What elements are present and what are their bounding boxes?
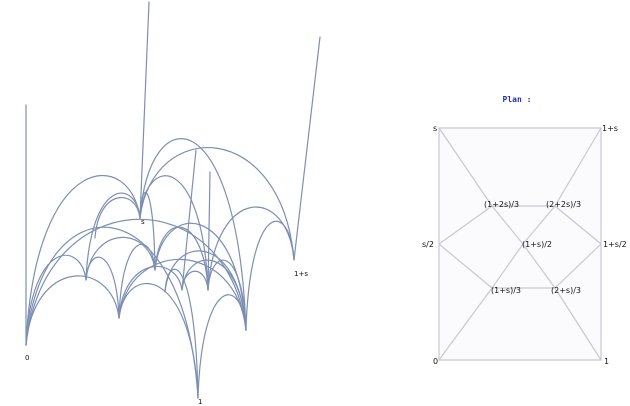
plan-label-1-plus-2s-third: (1+2s)/3 [484, 200, 519, 209]
arch-curve [25, 175, 141, 346]
plan-label-2-plus-2s-third: (2+2s)/3 [546, 200, 581, 209]
plan-label-1-plus-s-half-center: (1+s)/2 [522, 240, 552, 249]
arch-curve [118, 243, 156, 319]
plan-label-s: s [433, 124, 437, 133]
plan-edge [491, 243, 524, 289]
plan-edge [554, 205, 602, 245]
plan-edge [491, 205, 524, 245]
arch-diagram: 0 1 s 1+s [25, 1, 321, 406]
spike-line [139, 1, 150, 219]
arch-curve [118, 258, 247, 331]
arch-curve [197, 294, 247, 399]
plan-edge [554, 287, 602, 361]
spike-line [181, 149, 197, 291]
vertex-label-1: 1 [198, 398, 202, 406]
spike-line [207, 171, 211, 291]
plan-diagram: Plan : s 1+s 0 1 s/2 1+s/2 (1+2s)/3 (2+2… [422, 95, 627, 366]
arch-curve [94, 196, 141, 239]
arch-curve [181, 259, 247, 331]
plan-label-1: 1 [604, 357, 609, 366]
arch-curve [207, 206, 295, 291]
arch-curve [85, 192, 141, 281]
arch-curve [85, 236, 156, 281]
vertical-spikes [25, 1, 321, 346]
plan-edge [438, 287, 493, 361]
plan-label-1-plus-s: 1+s [602, 124, 618, 133]
arch-curve [25, 226, 199, 399]
plan-edge [522, 243, 556, 289]
plan-edge [438, 243, 493, 289]
plan-label-2-plus-s-third: (2+s)/3 [551, 286, 581, 295]
arch-curve [139, 138, 247, 331]
arch-curve [139, 175, 209, 291]
vertex-label-1-plus-s: 1+s [294, 270, 308, 278]
arch-curve [118, 266, 183, 319]
plan-label-0: 0 [433, 357, 438, 366]
plan-title: Plan : [503, 95, 532, 104]
arch-curve [25, 275, 120, 346]
arch-curves [25, 138, 295, 399]
vertex-label-s: s [141, 218, 145, 226]
arch-curve [245, 220, 295, 331]
arch-curve [25, 254, 87, 346]
arch-curve [118, 283, 199, 399]
plan-label-1-plus-s-third: (1+s)/3 [491, 286, 521, 295]
vertex-label-0: 0 [25, 354, 29, 362]
plan-edge [438, 205, 493, 245]
arch-curve [25, 218, 247, 346]
arch-curve [207, 259, 247, 331]
arch-curve [85, 256, 120, 319]
plan-label-1-plus-s-half: 1+s/2 [603, 240, 627, 249]
plan-label-s-half: s/2 [422, 240, 434, 249]
plan-edge [554, 127, 602, 207]
plan-edge [522, 205, 556, 245]
plan-edge [438, 127, 493, 207]
plan-background [439, 128, 601, 360]
spike-line [293, 36, 321, 261]
plan-edges [438, 127, 602, 361]
plan-edge [554, 243, 602, 289]
arch-curve [154, 226, 209, 291]
